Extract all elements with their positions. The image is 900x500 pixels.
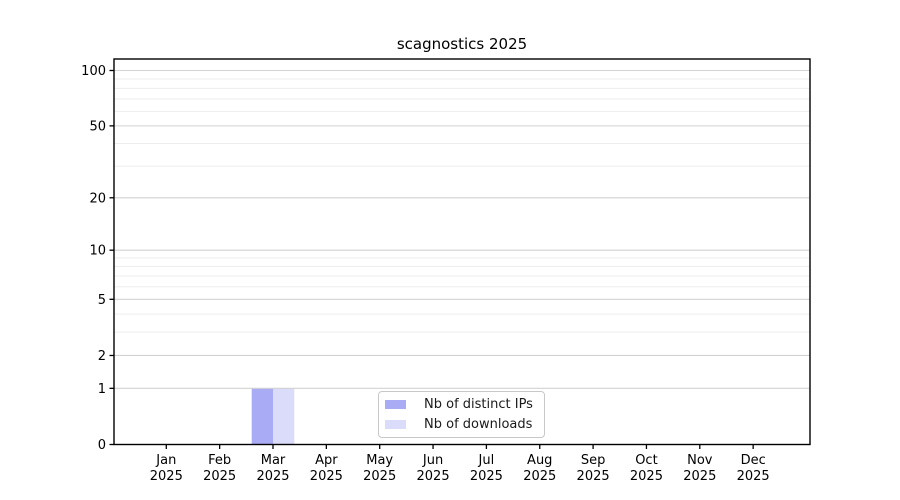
- legend-item-distinct-ips: Nb of distinct IPs: [385, 396, 536, 413]
- y-tick-label: 10: [89, 244, 106, 259]
- x-tick-label-year: 2025: [150, 469, 183, 484]
- x-tick-label-year: 2025: [256, 469, 289, 484]
- x-tick-label-year: 2025: [630, 469, 663, 484]
- x-tick-label-year: 2025: [683, 469, 716, 484]
- x-tick-label-year: 2025: [470, 469, 503, 484]
- y-tick-label: 100: [81, 64, 106, 79]
- x-tick-label-month: Dec: [741, 453, 766, 468]
- axes-spines: [113, 58, 811, 446]
- bar-downloads-mar: [273, 388, 295, 445]
- x-tick-label-year: 2025: [523, 469, 556, 484]
- x-tick-label-year: 2025: [417, 469, 450, 484]
- legend-item-downloads: Nb of downloads: [385, 416, 536, 433]
- x-tick-label-month: Feb: [208, 453, 231, 468]
- x-tick-label-month: Jan: [155, 453, 176, 468]
- y-tick-label: 20: [89, 191, 106, 206]
- y-tick-label: 2: [98, 349, 106, 364]
- x-tick-label-year: 2025: [310, 469, 343, 484]
- x-tick-label-year: 2025: [363, 469, 396, 484]
- chart-title: scagnostics 2025: [396, 35, 528, 53]
- legend-swatch-distinct-ips: [385, 400, 406, 409]
- x-tick-label-month: Mar: [261, 453, 286, 468]
- x-tick-label-month: Jul: [478, 453, 495, 468]
- legend: Nb of distinct IPs Nb of downloads: [378, 391, 545, 438]
- legend-label-distinct-ips: Nb of distinct IPs: [424, 397, 533, 412]
- y-tick-label: 0: [98, 438, 106, 453]
- x-tick-label-month: May: [366, 453, 393, 468]
- x-tick-label-month: Oct: [635, 453, 657, 468]
- legend-label-downloads: Nb of downloads: [424, 417, 533, 432]
- x-tick-label-year: 2025: [203, 469, 236, 484]
- x-tick-label-year: 2025: [577, 469, 610, 484]
- y-tick-label: 50: [89, 119, 106, 134]
- bar-distinct-ips-mar: [251, 388, 273, 445]
- legend-swatch-downloads: [385, 420, 406, 429]
- x-tick-label-month: Nov: [687, 453, 713, 468]
- x-tick-label-month: Sep: [581, 453, 606, 468]
- x-tick-label-month: Apr: [315, 453, 338, 468]
- x-tick-label-month: Aug: [527, 453, 552, 468]
- y-tick-label: 1: [98, 382, 106, 397]
- x-tick-label-year: 2025: [737, 469, 770, 484]
- y-tick-label: 5: [98, 293, 106, 308]
- x-tick-label-month: Jun: [422, 453, 443, 468]
